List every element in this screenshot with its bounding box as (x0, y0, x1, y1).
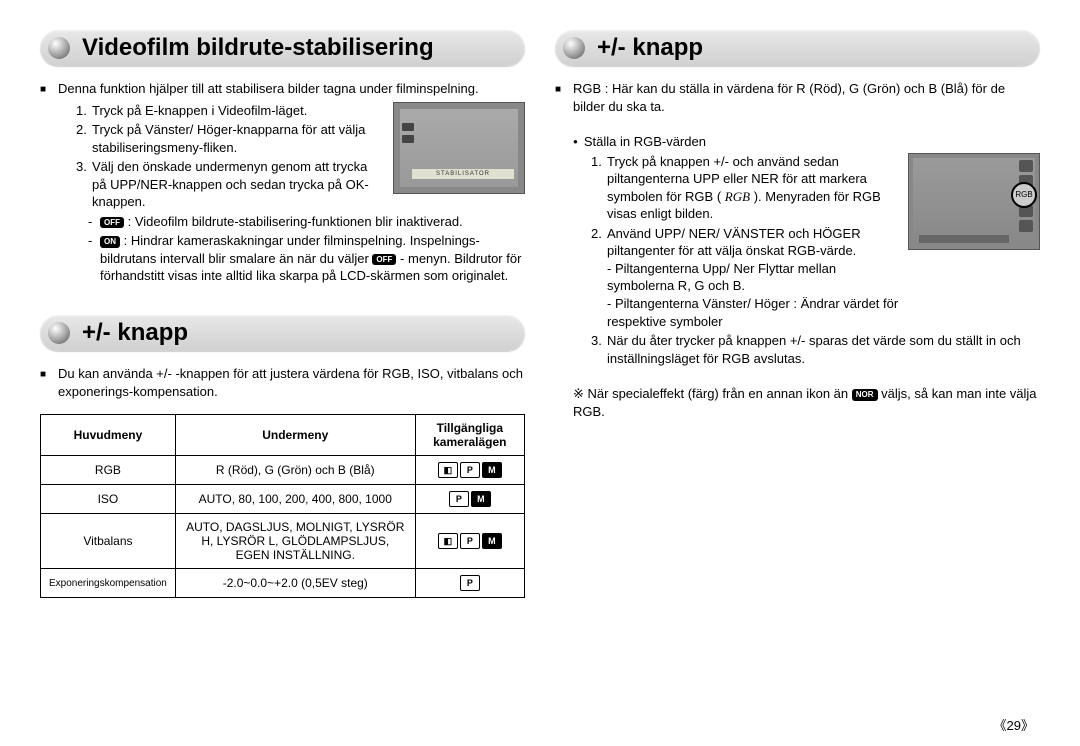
page-number: 《29》 (994, 715, 1034, 734)
manual-mode-icon: M (471, 491, 491, 507)
camera-screenshot-stabilisator: STABILISATOR (393, 102, 525, 194)
section-title: +/- knapp (597, 34, 703, 62)
table-row: RGBR (Röd), G (Grön) och B (Blå)◧PM (41, 456, 525, 485)
section2-intro-block: ■ Du kan använda +/- -knappen för att ju… (40, 365, 525, 404)
cell-main: Exponeringskompensation (41, 569, 176, 598)
th-main: Huvudmeny (41, 415, 176, 456)
section-title: Videofilm bildrute-stabilisering (82, 34, 434, 62)
intro-text: Denna funktion hjälper till att stabilis… (58, 80, 525, 98)
table-row: VitbalansAUTO, DAGSLJUS, MOLNIGT, LYSRÖR… (41, 514, 525, 569)
cell-main: ISO (41, 485, 176, 514)
r-step2-sub1: - Piltangenterna Upp/ Ner Flyttar mellan… (607, 260, 900, 295)
right-body: ■ RGB : Här kan du ställa in värdena för… (555, 80, 1040, 420)
screenshot-label: STABILISATOR (412, 169, 514, 179)
cell-modes: PM (415, 485, 524, 514)
note-prefix: ※ När specialeffekt (färg) från en annan… (573, 386, 848, 401)
on-badge: ON (100, 236, 120, 248)
r-step2: Använd UPP/ NER/ VÄNSTER och HÖGER pilta… (607, 225, 900, 260)
camera-mode-icon: ◧ (438, 533, 458, 549)
step-2: Tryck på Vänster/ Höger-knapparna för at… (92, 121, 385, 156)
rgb-highlight-icon: RGB (1011, 182, 1037, 208)
header-bullet-icon (48, 37, 70, 59)
off-badge: OFF (100, 217, 124, 229)
rgb-intro: RGB : Här kan du ställa in värdena för R… (573, 80, 1040, 115)
header-bullet-icon (563, 37, 585, 59)
table-row: ISOAUTO, 80, 100, 200, 400, 800, 1000PM (41, 485, 525, 514)
section1-body: ■ Denna funktion hjälper till att stabil… (40, 80, 525, 291)
nor-badge: NOR (852, 389, 878, 401)
cell-sub: R (Röd), G (Grön) och B (Blå) (175, 456, 415, 485)
cell-main: RGB (41, 456, 176, 485)
square-bullet-icon: ■ (40, 365, 58, 400)
rgb-inline-icon: RGB (725, 189, 750, 204)
step-3: Välj den önskade undermenyn genom att tr… (92, 158, 385, 211)
cell-sub: -2.0~0.0~+2.0 (0,5EV steg) (175, 569, 415, 598)
r-step3: När du åter trycker på knappen +/- spara… (607, 332, 1040, 367)
manual-mode-icon: M (482, 462, 502, 478)
th-sub: Undermeny (175, 415, 415, 456)
cell-modes: ◧PM (415, 514, 524, 569)
right-column: +/- knapp ■ RGB : Här kan du ställa in v… (555, 30, 1040, 598)
note: ※ När specialeffekt (färg) från en annan… (573, 385, 1040, 420)
off-badge-inline: OFF (372, 254, 396, 266)
cell-sub: AUTO, 80, 100, 200, 400, 800, 1000 (175, 485, 415, 514)
section2-intro: Du kan använda +/- -knappen för att just… (58, 365, 525, 400)
section-header-plusminus-left: +/- knapp (40, 315, 525, 351)
section-title: +/- knapp (82, 319, 188, 347)
step-1: Tryck på E-knappen i Videofilm-läget. (92, 102, 307, 120)
camera-mode-icon: ◧ (438, 462, 458, 478)
subhead: Ställa in RGB-värden (573, 133, 1040, 151)
square-bullet-icon: ■ (555, 80, 573, 115)
table-row: Exponeringskompensation-2.0~0.0~+2.0 (0,… (41, 569, 525, 598)
program-mode-icon: P (449, 491, 469, 507)
cell-main: Vitbalans (41, 514, 176, 569)
off-text: : Videofilm bildrute-stabilisering-funkt… (128, 214, 463, 229)
square-bullet-icon: ■ (40, 80, 58, 287)
menu-table: Huvudmeny Undermeny Tillgängliga kameral… (40, 414, 525, 598)
cell-modes: ◧PM (415, 456, 524, 485)
th-modes: Tillgängliga kameralägen (415, 415, 524, 456)
program-mode-icon: P (460, 575, 480, 591)
r-step2-sub2: - Piltangenterna Vänster/ Höger : Ändrar… (607, 295, 900, 330)
section-header-video-stabilisering: Videofilm bildrute-stabilisering (40, 30, 525, 66)
program-mode-icon: P (460, 533, 480, 549)
section-header-plusminus-right: +/- knapp (555, 30, 1040, 66)
left-column: Videofilm bildrute-stabilisering ■ Denna… (40, 30, 525, 598)
cell-sub: AUTO, DAGSLJUS, MOLNIGT, LYSRÖR H, LYSRÖ… (175, 514, 415, 569)
cell-modes: P (415, 569, 524, 598)
header-bullet-icon (48, 322, 70, 344)
manual-mode-icon: M (482, 533, 502, 549)
camera-screenshot-rgb: RGB (908, 153, 1040, 250)
program-mode-icon: P (460, 462, 480, 478)
